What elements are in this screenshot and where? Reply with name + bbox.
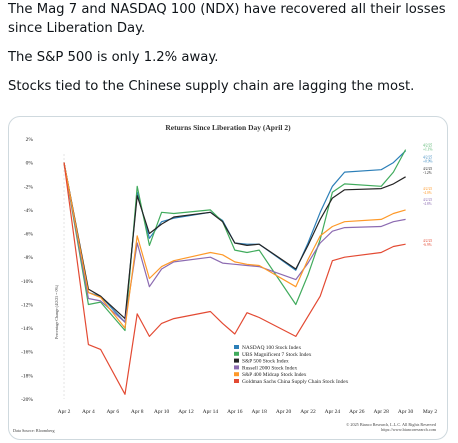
end-label: +1.1% bbox=[423, 147, 433, 151]
x-axis-ticks: Apr 2 Apr 4 Apr 6 Apr 8 Apr 10 Apr 12 Apr 14 Ap… bbox=[58, 409, 438, 415]
end-label: +0.9% bbox=[423, 159, 433, 163]
y-tick-label: -18% bbox=[21, 373, 33, 379]
x-tick-label: Apr 12 bbox=[178, 409, 194, 415]
end-label: 4/2/25 bbox=[423, 167, 432, 171]
y-tick-label: -10% bbox=[21, 279, 33, 285]
source-url: https://www.biancoresearch.com bbox=[381, 427, 437, 432]
legend-swatch bbox=[234, 365, 239, 370]
y-tick-label: -16% bbox=[21, 350, 33, 356]
legend-label: S&P 500 Stock Index bbox=[242, 359, 289, 365]
tweet-paragraph: Stocks tied to the Chinese supply chain … bbox=[8, 79, 415, 94]
x-tick-label: Apr 22 bbox=[300, 409, 316, 415]
end-label: -6.9% bbox=[423, 243, 432, 247]
x-tick-label: Apr 26 bbox=[349, 409, 365, 415]
legend-swatch bbox=[234, 372, 239, 377]
end-label: -4.8% bbox=[423, 202, 432, 206]
tweet-paragraph: The S&P 500 is only 1.2% away. bbox=[8, 50, 219, 65]
legend-label: UBS Magnificent 7 Stock Index bbox=[242, 351, 312, 358]
x-tick-label: Apr 14 bbox=[203, 409, 219, 415]
x-tick-label: Apr 20 bbox=[276, 409, 292, 415]
y-tick-label: -14% bbox=[21, 326, 33, 332]
y-tick-label: -2% bbox=[24, 184, 34, 190]
y-tick-label: 2% bbox=[26, 137, 34, 143]
legend-swatch bbox=[234, 351, 239, 356]
copyright: © 2025 Bianco Research, L.L.C. All Right… bbox=[346, 422, 437, 428]
x-tick-label: Apr 24 bbox=[325, 409, 341, 415]
series-lines bbox=[63, 149, 407, 395]
x-tick-label: Apr 10 bbox=[154, 409, 170, 415]
legend-swatch bbox=[234, 358, 239, 363]
tweet-paragraph: The Mag 7 and NASDAQ 100 (NDX) have reco… bbox=[8, 2, 446, 36]
series-line bbox=[63, 162, 406, 329]
legend-swatch bbox=[234, 345, 239, 349]
series-line bbox=[63, 150, 407, 323]
legend-label: NASDAQ 100 Stock Index bbox=[242, 345, 301, 351]
x-tick-label: May 2 bbox=[423, 409, 437, 415]
y-tick-label: -6% bbox=[24, 232, 34, 238]
series-line bbox=[63, 162, 406, 395]
series-line bbox=[63, 162, 406, 320]
legend-label: Russell 2000 Stock Index bbox=[242, 365, 298, 371]
legend-label: S&P 400 Midcap Stock Index bbox=[242, 372, 307, 378]
y-tick-label: -12% bbox=[21, 302, 33, 308]
y-tick-label: -20% bbox=[21, 397, 33, 403]
x-tick-label: Apr 6 bbox=[106, 409, 119, 415]
end-label: 4/2/25 bbox=[423, 155, 432, 159]
series-line bbox=[63, 149, 407, 332]
end-label: 4/2/25 bbox=[423, 143, 432, 147]
x-tick-label: Apr 2 bbox=[58, 409, 71, 415]
chart-title: Returns Since Liberation Day (April 2) bbox=[165, 123, 291, 132]
legend-swatch bbox=[234, 379, 239, 383]
legend-label: Goldman Sachs China Supply Chain Stock I… bbox=[242, 379, 349, 385]
end-label: -1.2% bbox=[423, 171, 432, 175]
end-labels: 4/2/25+1.1%4/2/25+0.9%4/2/25-1.2%4/2/25-… bbox=[423, 143, 433, 247]
y-axis-ticks: 2% 0% -2% -4% -6% -8% -10% -12% -14% -16% -18% -20% bbox=[21, 137, 33, 403]
x-tick-label: Apr 30 bbox=[398, 409, 414, 415]
y-tick-label: -4% bbox=[24, 208, 34, 214]
x-tick-label: Apr 18 bbox=[251, 409, 267, 415]
tweet-text: The Mag 7 and NASDAQ 100 (NDX) have reco… bbox=[8, 0, 452, 106]
end-label: 4/2/25 bbox=[423, 187, 432, 191]
y-axis-label: Percentage Change (4/2/25 = 0%) bbox=[54, 284, 59, 339]
data-source: Data Source: Bloomberg bbox=[13, 428, 55, 433]
x-tick-label: Apr 4 bbox=[82, 409, 95, 415]
line-chart: Returns Since Liberation Day (April 2) P… bbox=[13, 123, 438, 433]
end-label: 4/2/25 bbox=[423, 239, 432, 243]
end-label: 4/2/25 bbox=[423, 198, 432, 202]
y-tick-label: 0% bbox=[26, 161, 34, 167]
end-label: -4.0% bbox=[423, 191, 432, 195]
x-tick-label: Apr 8 bbox=[131, 409, 144, 415]
y-tick-label: -8% bbox=[24, 255, 34, 261]
x-tick-label: Apr 28 bbox=[373, 409, 389, 415]
x-tick-label: Apr 16 bbox=[227, 409, 243, 415]
chart-image-card[interactable]: Returns Since Liberation Day (April 2) P… bbox=[8, 116, 448, 440]
